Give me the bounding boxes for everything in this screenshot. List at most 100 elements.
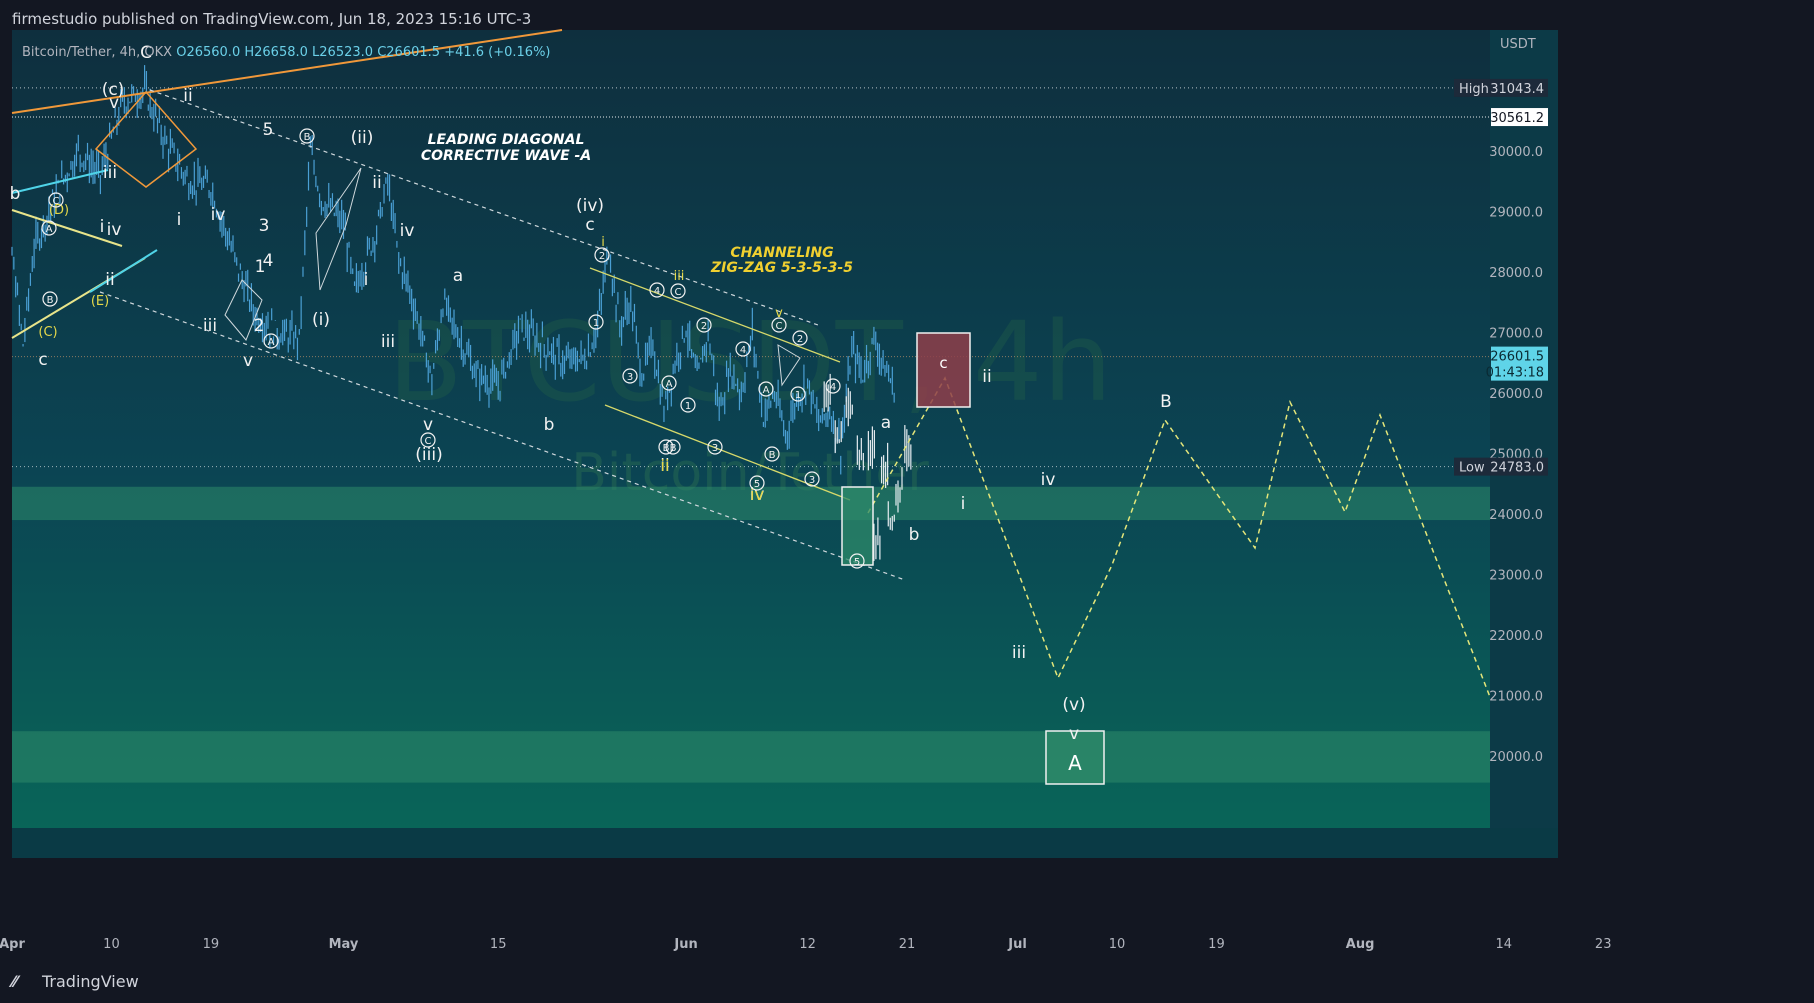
circled-label: C bbox=[420, 432, 436, 448]
wave-label: iv bbox=[750, 485, 765, 505]
annotation-channeling: CHANNELING bbox=[730, 245, 833, 261]
last-price-badge-bg bbox=[1491, 346, 1548, 381]
wave-label: a bbox=[453, 266, 463, 286]
countdown-value: 01:43:18 bbox=[1486, 366, 1544, 381]
price-tick: 26000.0 bbox=[1489, 387, 1543, 402]
wave-label-yellow: v bbox=[775, 306, 783, 321]
zone-box-label: A bbox=[1068, 751, 1082, 775]
wave-label: v bbox=[109, 93, 119, 113]
circled-label-text: A bbox=[666, 379, 673, 390]
time-tick: 10 bbox=[1109, 937, 1126, 952]
wave-label: c bbox=[585, 215, 594, 235]
price-badge-bg bbox=[1490, 457, 1548, 476]
time-tick: 21 bbox=[899, 937, 916, 952]
circled-label: 2 bbox=[696, 317, 712, 333]
wave-label: v bbox=[1069, 724, 1079, 744]
zone-box-label: c bbox=[939, 354, 947, 372]
channel-bottom-dashed bbox=[99, 291, 906, 581]
wave-label: 3 bbox=[259, 216, 270, 236]
time-tick: 14 bbox=[1495, 937, 1512, 952]
wave-label-yellow: (E) bbox=[91, 294, 109, 309]
circled-label-text: B bbox=[304, 132, 311, 143]
ohlc-legend: Bitcoin/Tether, 4h, OKX O26560.0 H26658.… bbox=[22, 45, 551, 60]
circled-label: B bbox=[764, 446, 780, 462]
small-triangle bbox=[777, 344, 801, 387]
price-tick: 24000.0 bbox=[1489, 508, 1543, 523]
time-tick: 12 bbox=[799, 937, 816, 952]
wave-label: ii bbox=[372, 173, 381, 193]
publish-header: firmestudio published on TradingView.com… bbox=[0, 0, 1814, 38]
circled-label-text: C bbox=[53, 196, 60, 207]
time-tick: 19 bbox=[203, 937, 220, 952]
wave-label: iv bbox=[400, 221, 415, 241]
wave-label: ii bbox=[105, 270, 114, 290]
plot-background bbox=[12, 30, 1490, 828]
circled-label: 5 bbox=[849, 553, 865, 569]
price-badge-label-bg bbox=[1454, 457, 1490, 476]
watermark-ticker: BTCUSDT, 4h bbox=[388, 298, 1113, 426]
wave-label: (iv) bbox=[576, 196, 604, 216]
annotation-channeling: ZIG-ZAG 5-3-5-3-5 bbox=[710, 260, 853, 276]
wave-label: (i) bbox=[312, 310, 330, 330]
tradingview-logo-text: TradingView bbox=[42, 972, 139, 991]
wave-label: C bbox=[140, 43, 152, 63]
circled-label-text: C bbox=[675, 287, 682, 298]
wave-label: ii bbox=[183, 86, 192, 106]
price-badge-value: 30561.2 bbox=[1490, 111, 1544, 126]
wave-label: B bbox=[1160, 392, 1172, 412]
circled-label: 4 bbox=[649, 282, 665, 298]
price-badge-value: 24783.0 bbox=[1490, 461, 1544, 476]
circled-label: 4 bbox=[825, 378, 841, 394]
wave-label-yellow: (C) bbox=[38, 325, 57, 340]
wave-label: i bbox=[961, 494, 966, 514]
annotation-leading-diagonal: CORRECTIVE WAVE -A bbox=[421, 148, 591, 164]
currency-label: USDT bbox=[1500, 37, 1536, 52]
price-badge-label: High bbox=[1459, 82, 1489, 97]
circled-label: B bbox=[665, 439, 681, 455]
circled-label: C bbox=[771, 317, 787, 333]
circled-label: 2 bbox=[792, 330, 808, 346]
projected-wave-path bbox=[867, 376, 1491, 698]
wave-label: ii bbox=[982, 367, 991, 387]
wave-label: 5 bbox=[263, 120, 274, 140]
price-tick: 30000.0 bbox=[1489, 145, 1543, 160]
time-tick: May bbox=[329, 937, 359, 952]
diagonal-triangle-1 bbox=[224, 279, 263, 341]
last-price-value: 26601.5 bbox=[1490, 350, 1544, 365]
circled-label-text: 3 bbox=[809, 475, 815, 486]
circled-label-text: B bbox=[769, 450, 776, 461]
circled-label-text: A bbox=[268, 337, 275, 348]
circled-label: B bbox=[42, 291, 58, 307]
price-badge-bg bbox=[1490, 78, 1548, 97]
circled-label-text: 4 bbox=[740, 345, 746, 356]
price-badge-bg bbox=[1491, 108, 1548, 127]
price-badges: High 31043.4 30561.2 26601.501:43:18 Low 2478… bbox=[1454, 78, 1548, 476]
wave-label: iv bbox=[1041, 470, 1056, 490]
time-tick: 23 bbox=[1595, 937, 1612, 952]
legend-change: +41.6 (+0.16%) bbox=[444, 45, 551, 60]
support-zone-upper bbox=[12, 486, 1490, 521]
time-tick: 10 bbox=[103, 937, 120, 952]
circled-label: A bbox=[263, 333, 279, 349]
wave-label: (iii) bbox=[415, 445, 442, 465]
wave-label: iii bbox=[1012, 643, 1026, 663]
wave-label: a bbox=[881, 413, 891, 433]
circled-label-text: 4 bbox=[830, 382, 836, 393]
circled-label-text: 2 bbox=[701, 321, 707, 332]
wave-label: v bbox=[423, 415, 433, 435]
circled-label-text: A bbox=[46, 224, 53, 235]
cyan-line-upper bbox=[11, 169, 109, 194]
time-tick: Aug bbox=[1346, 937, 1375, 952]
wave-label: iv bbox=[211, 205, 226, 225]
circled-label: 2 bbox=[594, 247, 610, 263]
support-zone-lower bbox=[12, 731, 1490, 783]
circled-label: A bbox=[661, 375, 677, 391]
circled-label-text: 5 bbox=[854, 557, 860, 568]
zone-boxes: cA bbox=[841, 332, 1105, 785]
price-badge-label: Low bbox=[1459, 461, 1485, 476]
circled-label: A bbox=[41, 220, 57, 236]
wave-label: c bbox=[38, 350, 47, 370]
